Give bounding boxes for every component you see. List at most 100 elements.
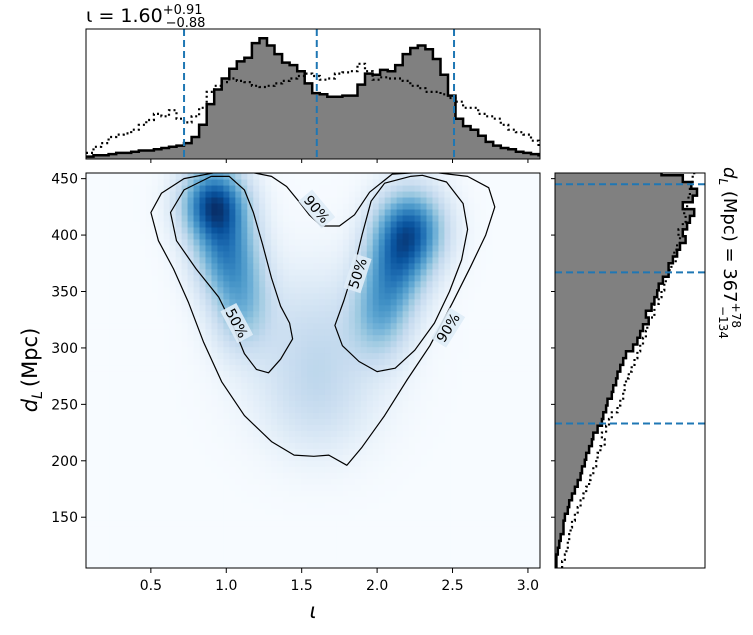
- heatmap-cell: [474, 340, 481, 348]
- heatmap-cell: [486, 490, 493, 497]
- heatmap-cell: [157, 466, 165, 473]
- heatmap-cell: [438, 490, 446, 497]
- heatmap-cell: [438, 538, 446, 545]
- heatmap-cell: [390, 316, 398, 324]
- heatmap-cell: [313, 322, 320, 330]
- heatmap-cell: [259, 454, 266, 461]
- heatmap-cell: [474, 196, 481, 204]
- heatmap-cell: [259, 490, 266, 497]
- heatmap-cell: [121, 430, 129, 437]
- heatmap-cell: [390, 340, 398, 348]
- heatmap-cell: [522, 346, 529, 354]
- heatmap-cell: [97, 208, 105, 216]
- heatmap-cell: [426, 562, 434, 568]
- heatmap-cell: [534, 334, 540, 342]
- heatmap-cell: [480, 274, 487, 282]
- heatmap-cell: [402, 208, 410, 216]
- heatmap-cell: [534, 250, 540, 258]
- heatmap-cell: [133, 232, 141, 240]
- heatmap-cell: [402, 364, 410, 372]
- heatmap-cell: [342, 514, 350, 521]
- heatmap-cell: [354, 214, 362, 222]
- heatmap-cell: [402, 418, 410, 425]
- heatmap-cell: [313, 358, 320, 366]
- heatmap-cell: [121, 472, 129, 479]
- heatmap-cell: [468, 502, 475, 509]
- heatmap-cell: [390, 304, 398, 312]
- heatmap-cell: [193, 472, 201, 479]
- heatmap-cell: [384, 310, 392, 318]
- heatmap-cell: [432, 454, 440, 461]
- heatmap-cell: [235, 346, 242, 354]
- heatmap-cell: [534, 442, 540, 449]
- heatmap-cell: [115, 316, 123, 324]
- heatmap-cell: [205, 400, 213, 407]
- heatmap-cell: [360, 418, 368, 425]
- heatmap-cell: [223, 418, 230, 425]
- heatmap-cell: [151, 490, 159, 497]
- heatmap-cell: [109, 250, 117, 258]
- heatmap-cell: [396, 424, 404, 431]
- heatmap-cell: [109, 173, 117, 180]
- heatmap-cell: [253, 226, 260, 234]
- heatmap-cell: [121, 538, 129, 545]
- heatmap-cell: [91, 418, 99, 425]
- heatmap-cell: [253, 478, 260, 485]
- heatmap-cell: [420, 472, 428, 479]
- heatmap-cell: [199, 400, 207, 407]
- heatmap-cell: [432, 238, 440, 246]
- heatmap-cell: [432, 556, 440, 563]
- heatmap-cell: [313, 520, 320, 527]
- heatmap-cell: [462, 328, 469, 336]
- heatmap-cell: [103, 208, 111, 216]
- heatmap-cell: [91, 508, 99, 515]
- heatmap-cell: [211, 232, 219, 240]
- heatmap-cell: [229, 370, 236, 378]
- heatmap-cell: [86, 454, 93, 461]
- heatmap-cell: [318, 370, 326, 378]
- heatmap-cell: [301, 406, 308, 413]
- heatmap-cell: [205, 334, 213, 342]
- heatmap-cell: [103, 550, 111, 557]
- heatmap-cell: [528, 526, 535, 533]
- heatmap-cell: [408, 370, 416, 378]
- heatmap-cell: [318, 520, 326, 527]
- heatmap-cell: [217, 250, 224, 258]
- heatmap-cell: [103, 262, 111, 270]
- heatmap-cell: [336, 448, 344, 455]
- heatmap-cell: [516, 490, 523, 497]
- heatmap-cell: [510, 412, 517, 419]
- heatmap-cell: [408, 454, 416, 461]
- heatmap-cell: [259, 196, 266, 204]
- heatmap-cell: [432, 430, 440, 437]
- heatmap-cell: [169, 382, 177, 390]
- heatmap-cell: [408, 184, 416, 192]
- heatmap-cell: [205, 472, 213, 479]
- heatmap-cell: [163, 256, 171, 264]
- heatmap-cell: [390, 448, 398, 455]
- heatmap-cell: [139, 340, 147, 348]
- heatmap-cell: [289, 556, 296, 563]
- heatmap-cell: [115, 298, 123, 306]
- heatmap-cell: [444, 436, 451, 443]
- heatmap-cell: [313, 346, 320, 354]
- heatmap-cell: [139, 238, 147, 246]
- heatmap-cell: [438, 292, 446, 300]
- heatmap-cell: [247, 412, 254, 419]
- heatmap-cell: [480, 520, 487, 527]
- heatmap-cell: [103, 376, 111, 384]
- heatmap-cell: [133, 508, 141, 515]
- heatmap-cell: [408, 478, 416, 485]
- heatmap-cell: [247, 466, 254, 473]
- heatmap-cell: [151, 268, 159, 276]
- heatmap-cell: [133, 526, 141, 533]
- heatmap-cell: [426, 334, 434, 342]
- heatmap-cell: [211, 376, 219, 384]
- heatmap-cell: [217, 286, 224, 294]
- heatmap-cell: [528, 460, 535, 467]
- heatmap-cell: [277, 196, 284, 204]
- heatmap-cell: [217, 328, 224, 336]
- heatmap-cell: [378, 424, 386, 431]
- heatmap-cell: [372, 430, 380, 437]
- heatmap-cell: [121, 322, 129, 330]
